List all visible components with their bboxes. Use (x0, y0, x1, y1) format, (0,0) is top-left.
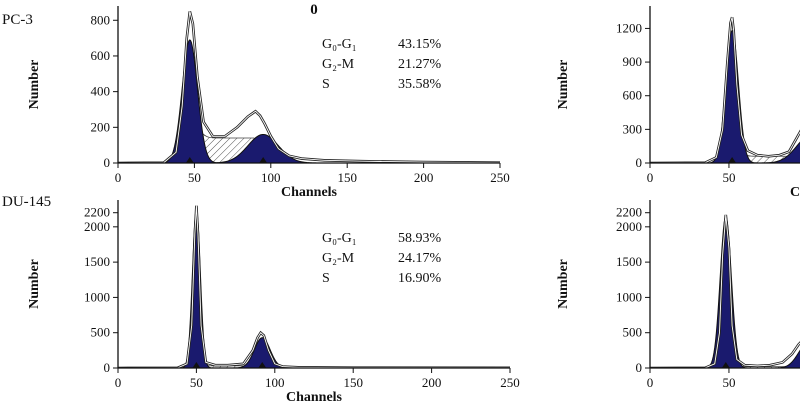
x-tick-label: 200 (422, 375, 442, 390)
phase-percentage: 21.27% (398, 57, 442, 72)
y-axis-label: Number (27, 60, 42, 110)
peak-marker (185, 157, 194, 163)
plot-area (118, 205, 510, 368)
x-tick-label: 50 (722, 170, 735, 185)
x-tick-label: 200 (414, 170, 434, 185)
cell-line-label: PC-3 (2, 12, 33, 28)
g2-peak-area (650, 141, 800, 163)
chart-panel-3: 0 300 600 900 1200 0 50 Number C (556, 6, 800, 200)
y-tick-label: 2000 (84, 219, 110, 234)
plot-area (650, 16, 800, 163)
g2-peak-area (118, 337, 510, 368)
y-tick-label: 1500 (84, 254, 110, 269)
x-tick-label: 150 (343, 375, 363, 390)
x-tick-label: 100 (265, 375, 285, 390)
total-fit-line-inner (118, 205, 510, 368)
peak-marker (728, 157, 737, 163)
g2-peak-area (650, 349, 800, 368)
y-tick-label: 200 (91, 119, 111, 134)
x-tick-label: 50 (190, 375, 203, 390)
y-tick-label: 0 (636, 155, 643, 170)
y-tick-label: 1000 (84, 289, 110, 304)
x-tick-label: 250 (500, 375, 520, 390)
y-tick-label: 0 (104, 360, 111, 375)
phase-percentage: 43.15% (398, 37, 442, 52)
phase-name: G₂-M (322, 251, 355, 266)
y-tick-label: 0 (636, 360, 643, 375)
total-fit-line-inner (118, 11, 500, 163)
y-axis-label: Number (27, 259, 42, 309)
y-tick-label: 800 (91, 12, 111, 27)
y-tick-label: 500 (91, 325, 111, 340)
y-tick-label: 900 (623, 54, 643, 69)
x-tick-label: 250 (490, 170, 510, 185)
treatment-label: 0 (310, 2, 318, 18)
y-tick-label: 0 (104, 155, 111, 170)
total-fit-line (118, 205, 510, 368)
y-tick-label: 2200 (616, 205, 642, 220)
x-tick-label: 0 (115, 375, 122, 390)
y-tick-label: 1000 (616, 289, 642, 304)
y-axis-label: Number (556, 259, 571, 309)
phase-name: S (322, 271, 330, 286)
peak-marker (258, 362, 267, 368)
total-fit-line-inner (650, 214, 800, 368)
y-tick-label: 500 (623, 325, 643, 340)
plot-area (650, 214, 800, 368)
phase-name: G₀-G₁ (322, 37, 357, 52)
x-tick-label: 0 (647, 170, 654, 185)
peak-marker (192, 362, 201, 368)
phase-percentage: 58.93% (398, 231, 442, 246)
x-axis-label: Channels (286, 390, 343, 405)
phase-percentage: 24.17% (398, 251, 442, 266)
x-tick-label: 0 (647, 375, 654, 390)
plot-area (118, 11, 500, 163)
phase-percentage: 35.58% (398, 77, 442, 92)
phase-name: G₀-G₁ (322, 231, 357, 246)
x-tick-label: 0 (115, 170, 122, 185)
x-axis-label: Channels (281, 185, 338, 200)
y-tick-label: 600 (91, 48, 111, 63)
x-tick-label: 150 (337, 170, 357, 185)
y-tick-label: 300 (623, 121, 643, 136)
x-tick-label: 50 (722, 375, 735, 390)
x-tick-label: 50 (188, 170, 201, 185)
phase-percentage: 16.90% (398, 271, 442, 286)
g1-peak-area (650, 215, 800, 368)
phase-name: G₂-M (322, 57, 355, 72)
x-tick-label: 100 (261, 170, 281, 185)
x-axis-label: C (790, 185, 800, 200)
y-tick-label: 2000 (616, 219, 642, 234)
y-tick-label: 400 (91, 84, 111, 99)
y-tick-label: 2200 (84, 205, 110, 220)
total-fit-line-inner (650, 17, 800, 163)
y-tick-label: 600 (623, 88, 643, 103)
y-tick-label: 1200 (616, 20, 642, 35)
phase-name: S (322, 77, 330, 92)
cell-line-label: DU-145 (2, 194, 51, 210)
peak-marker (721, 362, 730, 368)
y-axis-label: Number (556, 60, 571, 110)
y-tick-label: 1500 (616, 254, 642, 269)
peak-marker (259, 157, 268, 163)
chart-panel-1: 0 200 400 600 800 0 50 100 150 200 250 Number Channe… (2, 2, 510, 200)
